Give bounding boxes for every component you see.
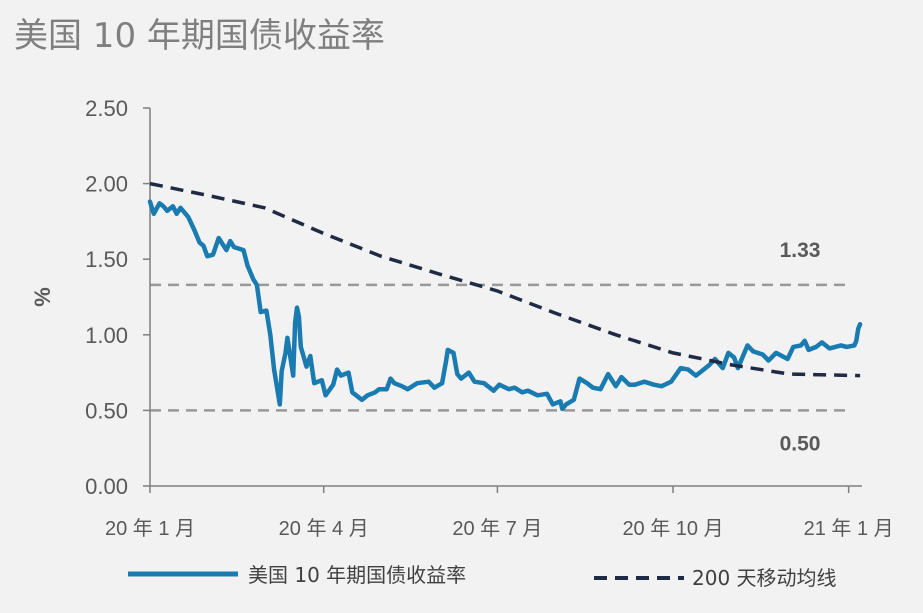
y-tick-label: 2.50 xyxy=(85,96,128,121)
y-tick-label: 2.00 xyxy=(85,172,128,197)
y-tick-label: 0.50 xyxy=(85,398,128,423)
chart-title: 美国 10 年期国债收益率 xyxy=(14,16,385,56)
reference-line-label: 1.33 xyxy=(780,239,821,262)
y-axis-label: % xyxy=(30,287,55,307)
x-tick-label: 21 年 1 月 xyxy=(804,517,894,540)
moving-average-series-line xyxy=(149,181,861,378)
x-tick-label: 20 年 10 月 xyxy=(622,517,723,540)
reference-line-label: 0.50 xyxy=(780,432,821,455)
legend-label-moving-average: 200 天移动均线 xyxy=(692,566,837,590)
y-tick-label: 1.50 xyxy=(85,247,128,272)
x-tick-label: 20 年 7 月 xyxy=(452,517,542,540)
x-tick-label: 20 年 4 月 xyxy=(279,517,369,540)
x-tick-label: 20 年 1 月 xyxy=(105,517,195,540)
y-tick-label: 1.00 xyxy=(85,323,128,348)
legend-label-yield: 美国 10 年期国债收益率 xyxy=(248,563,466,587)
y-tick-label: 0.00 xyxy=(85,474,128,499)
yield-series-line xyxy=(147,199,863,412)
